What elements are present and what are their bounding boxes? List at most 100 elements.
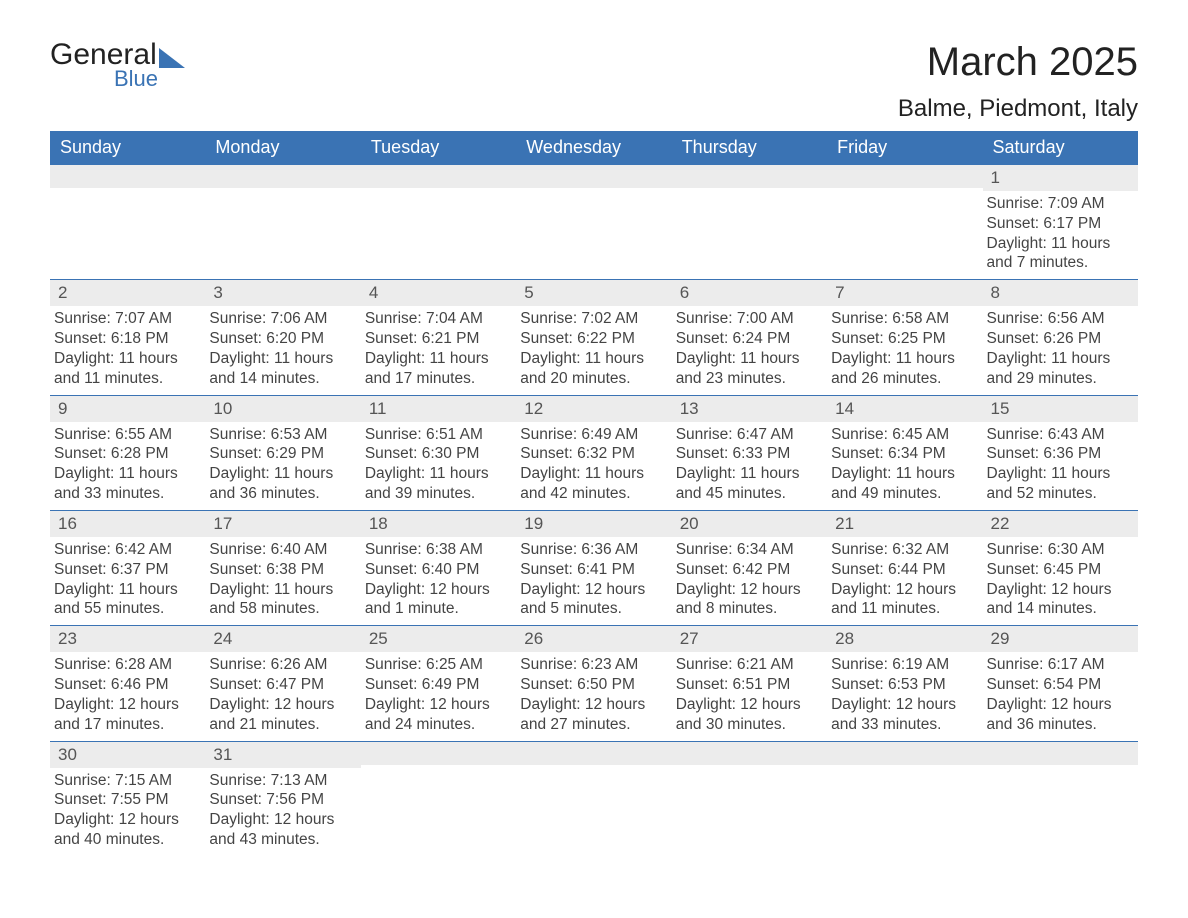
day-sunset: Sunset: 6:46 PM bbox=[54, 675, 201, 695]
calendar-week-row: 9Sunrise: 6:55 AMSunset: 6:28 PMDaylight… bbox=[50, 395, 1138, 510]
calendar-day-cell: 13Sunrise: 6:47 AMSunset: 6:33 PMDayligh… bbox=[672, 395, 827, 510]
day-number bbox=[50, 164, 205, 188]
calendar-day-cell: 9 Sunrise: 6:55 AMSunset: 6:28 PMDaylight… bbox=[50, 395, 205, 510]
day-sunrise: Sunrise: 7:06 AM bbox=[209, 309, 356, 329]
weekday-sunday: Sunday bbox=[50, 131, 205, 164]
day-number bbox=[205, 164, 360, 188]
day-details: Sunrise: 6:58 AMSunset: 6:25 PMDaylight:… bbox=[827, 306, 982, 394]
day-sunrise: Sunrise: 6:55 AM bbox=[54, 425, 201, 445]
calendar-day-cell: 16Sunrise: 6:42 AMSunset: 6:37 PMDayligh… bbox=[50, 510, 205, 625]
day-details bbox=[50, 188, 205, 197]
day-sunrise: Sunrise: 6:49 AM bbox=[520, 425, 667, 445]
day-details: Sunrise: 6:56 AMSunset: 6:26 PMDaylight:… bbox=[983, 306, 1138, 394]
day-details: Sunrise: 6:45 AMSunset: 6:34 PMDaylight:… bbox=[827, 422, 982, 510]
day-number bbox=[361, 741, 516, 765]
day-number bbox=[516, 741, 671, 765]
calendar-day-cell: 25Sunrise: 6:25 AMSunset: 6:49 PMDayligh… bbox=[361, 625, 516, 740]
day-sunset: Sunset: 6:49 PM bbox=[365, 675, 512, 695]
day-details: Sunrise: 7:15 AMSunset: 7:55 PMDaylight:… bbox=[50, 768, 205, 856]
day-details bbox=[361, 765, 516, 774]
day-details: Sunrise: 6:34 AMSunset: 6:42 PMDaylight:… bbox=[672, 537, 827, 625]
day-details: Sunrise: 6:38 AMSunset: 6:40 PMDaylight:… bbox=[361, 537, 516, 625]
logo-text-blue: Blue bbox=[114, 68, 185, 90]
calendar-day-cell: 6Sunrise: 7:00 AMSunset: 6:24 PMDaylight… bbox=[672, 279, 827, 394]
calendar-table: Sunday Monday Tuesday Wednesday Thursday… bbox=[50, 131, 1138, 856]
day-sunrise: Sunrise: 7:00 AM bbox=[676, 309, 823, 329]
day-number bbox=[516, 164, 671, 188]
day-sunset: Sunset: 6:42 PM bbox=[676, 560, 823, 580]
day-sunrise: Sunrise: 6:42 AM bbox=[54, 540, 201, 560]
day-details bbox=[361, 188, 516, 197]
day-sunrise: Sunrise: 7:04 AM bbox=[365, 309, 512, 329]
calendar-day-cell bbox=[50, 164, 205, 279]
day-sunrise: Sunrise: 7:09 AM bbox=[987, 194, 1134, 214]
day-number: 30 bbox=[50, 741, 205, 768]
day-sunrise: Sunrise: 6:36 AM bbox=[520, 540, 667, 560]
weekday-monday: Monday bbox=[205, 131, 360, 164]
day-sunrise: Sunrise: 6:51 AM bbox=[365, 425, 512, 445]
day-daylight: Daylight: 11 hours and 26 minutes. bbox=[831, 349, 978, 389]
day-daylight: Daylight: 11 hours and 45 minutes. bbox=[676, 464, 823, 504]
day-number: 13 bbox=[672, 395, 827, 422]
calendar-day-cell: 11Sunrise: 6:51 AMSunset: 6:30 PMDayligh… bbox=[361, 395, 516, 510]
calendar-day-cell: 5Sunrise: 7:02 AMSunset: 6:22 PMDaylight… bbox=[516, 279, 671, 394]
calendar-day-cell: 8Sunrise: 6:56 AMSunset: 6:26 PMDaylight… bbox=[983, 279, 1138, 394]
calendar-week-row: 23Sunrise: 6:28 AMSunset: 6:46 PMDayligh… bbox=[50, 625, 1138, 740]
calendar-day-cell: 29Sunrise: 6:17 AMSunset: 6:54 PMDayligh… bbox=[983, 625, 1138, 740]
day-sunset: Sunset: 6:53 PM bbox=[831, 675, 978, 695]
weekday-saturday: Saturday bbox=[983, 131, 1138, 164]
calendar-day-cell: 14Sunrise: 6:45 AMSunset: 6:34 PMDayligh… bbox=[827, 395, 982, 510]
day-number: 17 bbox=[205, 510, 360, 537]
calendar-day-cell: 20Sunrise: 6:34 AMSunset: 6:42 PMDayligh… bbox=[672, 510, 827, 625]
calendar-day-cell bbox=[672, 741, 827, 856]
day-sunrise: Sunrise: 6:58 AM bbox=[831, 309, 978, 329]
day-number: 16 bbox=[50, 510, 205, 537]
day-details bbox=[827, 765, 982, 774]
day-number: 10 bbox=[205, 395, 360, 422]
day-sunrise: Sunrise: 6:28 AM bbox=[54, 655, 201, 675]
day-daylight: Daylight: 11 hours and 33 minutes. bbox=[54, 464, 201, 504]
day-details: Sunrise: 6:40 AMSunset: 6:38 PMDaylight:… bbox=[205, 537, 360, 625]
calendar-day-cell bbox=[827, 741, 982, 856]
calendar-day-cell bbox=[205, 164, 360, 279]
day-details bbox=[205, 188, 360, 197]
day-sunset: Sunset: 6:44 PM bbox=[831, 560, 978, 580]
day-sunset: Sunset: 6:41 PM bbox=[520, 560, 667, 580]
weekday-tuesday: Tuesday bbox=[361, 131, 516, 164]
day-sunset: Sunset: 6:45 PM bbox=[987, 560, 1134, 580]
calendar-day-cell: 15Sunrise: 6:43 AMSunset: 6:36 PMDayligh… bbox=[983, 395, 1138, 510]
calendar-day-cell: 24Sunrise: 6:26 AMSunset: 6:47 PMDayligh… bbox=[205, 625, 360, 740]
day-number: 29 bbox=[983, 625, 1138, 652]
day-sunrise: Sunrise: 6:25 AM bbox=[365, 655, 512, 675]
day-details: Sunrise: 6:19 AMSunset: 6:53 PMDaylight:… bbox=[827, 652, 982, 740]
day-sunset: Sunset: 6:28 PM bbox=[54, 444, 201, 464]
day-daylight: Daylight: 11 hours and 36 minutes. bbox=[209, 464, 356, 504]
day-sunset: Sunset: 6:29 PM bbox=[209, 444, 356, 464]
calendar-day-cell: 23Sunrise: 6:28 AMSunset: 6:46 PMDayligh… bbox=[50, 625, 205, 740]
day-number: 18 bbox=[361, 510, 516, 537]
day-daylight: Daylight: 12 hours and 1 minute. bbox=[365, 580, 512, 620]
day-number: 2 bbox=[50, 279, 205, 306]
day-sunset: Sunset: 6:17 PM bbox=[987, 214, 1134, 234]
day-details: Sunrise: 7:07 AMSunset: 6:18 PMDaylight:… bbox=[50, 306, 205, 394]
day-number: 9 bbox=[50, 395, 205, 422]
day-number: 19 bbox=[516, 510, 671, 537]
day-sunset: Sunset: 6:21 PM bbox=[365, 329, 512, 349]
day-sunset: Sunset: 6:54 PM bbox=[987, 675, 1134, 695]
day-number: 24 bbox=[205, 625, 360, 652]
day-sunrise: Sunrise: 6:38 AM bbox=[365, 540, 512, 560]
day-number: 21 bbox=[827, 510, 982, 537]
day-sunrise: Sunrise: 7:07 AM bbox=[54, 309, 201, 329]
calendar-day-cell: 7Sunrise: 6:58 AMSunset: 6:25 PMDaylight… bbox=[827, 279, 982, 394]
day-sunset: Sunset: 6:50 PM bbox=[520, 675, 667, 695]
day-sunrise: Sunrise: 6:43 AM bbox=[987, 425, 1134, 445]
day-details: Sunrise: 6:51 AMSunset: 6:30 PMDaylight:… bbox=[361, 422, 516, 510]
day-number: 15 bbox=[983, 395, 1138, 422]
day-daylight: Daylight: 11 hours and 52 minutes. bbox=[987, 464, 1134, 504]
calendar-day-cell bbox=[361, 164, 516, 279]
day-sunset: Sunset: 6:24 PM bbox=[676, 329, 823, 349]
day-daylight: Daylight: 11 hours and 14 minutes. bbox=[209, 349, 356, 389]
day-daylight: Daylight: 11 hours and 20 minutes. bbox=[520, 349, 667, 389]
day-details: Sunrise: 7:06 AMSunset: 6:20 PMDaylight:… bbox=[205, 306, 360, 394]
day-number: 26 bbox=[516, 625, 671, 652]
